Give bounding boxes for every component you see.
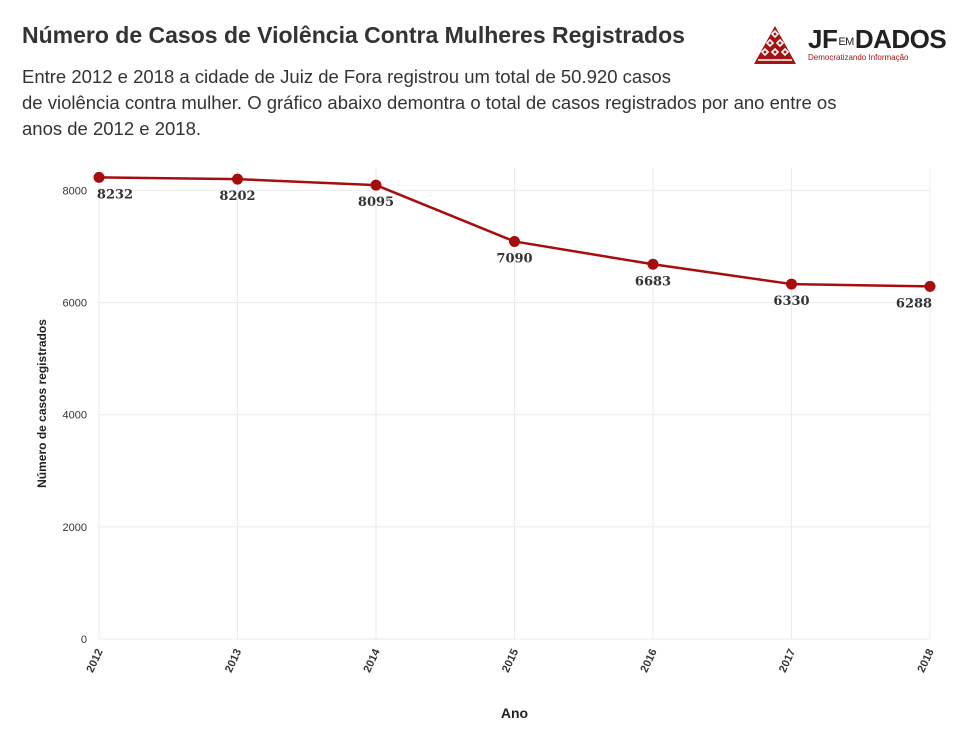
y-tick-label: 2000 bbox=[63, 522, 87, 534]
logo-brand: JFEMDADOS bbox=[808, 24, 947, 54]
y-tick-label: 6000 bbox=[63, 298, 87, 310]
logo-tagline: Democratizando Informação bbox=[808, 53, 909, 62]
x-axis-title: Ano bbox=[501, 705, 528, 721]
data-label: 6683 bbox=[635, 274, 671, 289]
x-tick-label: 2012 bbox=[84, 647, 105, 674]
data-label: 6288 bbox=[896, 296, 932, 311]
data-label: 6330 bbox=[773, 294, 809, 309]
logo-mark-icon bbox=[754, 26, 796, 64]
x-tick-label: 2018 bbox=[915, 647, 936, 674]
y-tick-label: 0 bbox=[81, 634, 87, 646]
data-point bbox=[924, 280, 936, 292]
data-label: 8095 bbox=[358, 195, 394, 210]
data-point bbox=[232, 173, 243, 185]
data-point bbox=[509, 235, 520, 247]
y-tick-label: 4000 bbox=[63, 410, 87, 422]
data-point bbox=[93, 171, 105, 183]
x-tick-label: 2017 bbox=[777, 647, 798, 674]
x-tick-label: 2013 bbox=[223, 647, 244, 674]
data-label: 7090 bbox=[496, 251, 532, 266]
jf-em-dados-logo: JFEMDADOS Democratizando Informação bbox=[752, 24, 952, 66]
subtitle-line: Entre 2012 e 2018 a cidade de Juiz de Fo… bbox=[22, 66, 671, 87]
data-point bbox=[370, 179, 382, 191]
y-tick-label: 8000 bbox=[63, 185, 87, 197]
data-point bbox=[647, 258, 659, 270]
x-tick-label: 2014 bbox=[361, 646, 383, 674]
x-tick-label: 2015 bbox=[500, 647, 521, 674]
data-point bbox=[786, 278, 797, 290]
chart-title: Número de Casos de Violência Contra Mulh… bbox=[22, 22, 685, 48]
data-label: 8202 bbox=[219, 189, 255, 204]
subtitle-line: anos de 2012 e 2018. bbox=[22, 118, 201, 139]
subtitle-line: de violência contra mulher. O gráfico ab… bbox=[22, 92, 837, 113]
y-axis-title: Número de casos registrados bbox=[35, 319, 49, 488]
chart-subtitle: Entre 2012 e 2018 a cidade de Juiz de Fo… bbox=[22, 64, 947, 142]
data-label: 8232 bbox=[97, 187, 133, 202]
x-tick-label: 2016 bbox=[638, 647, 659, 674]
